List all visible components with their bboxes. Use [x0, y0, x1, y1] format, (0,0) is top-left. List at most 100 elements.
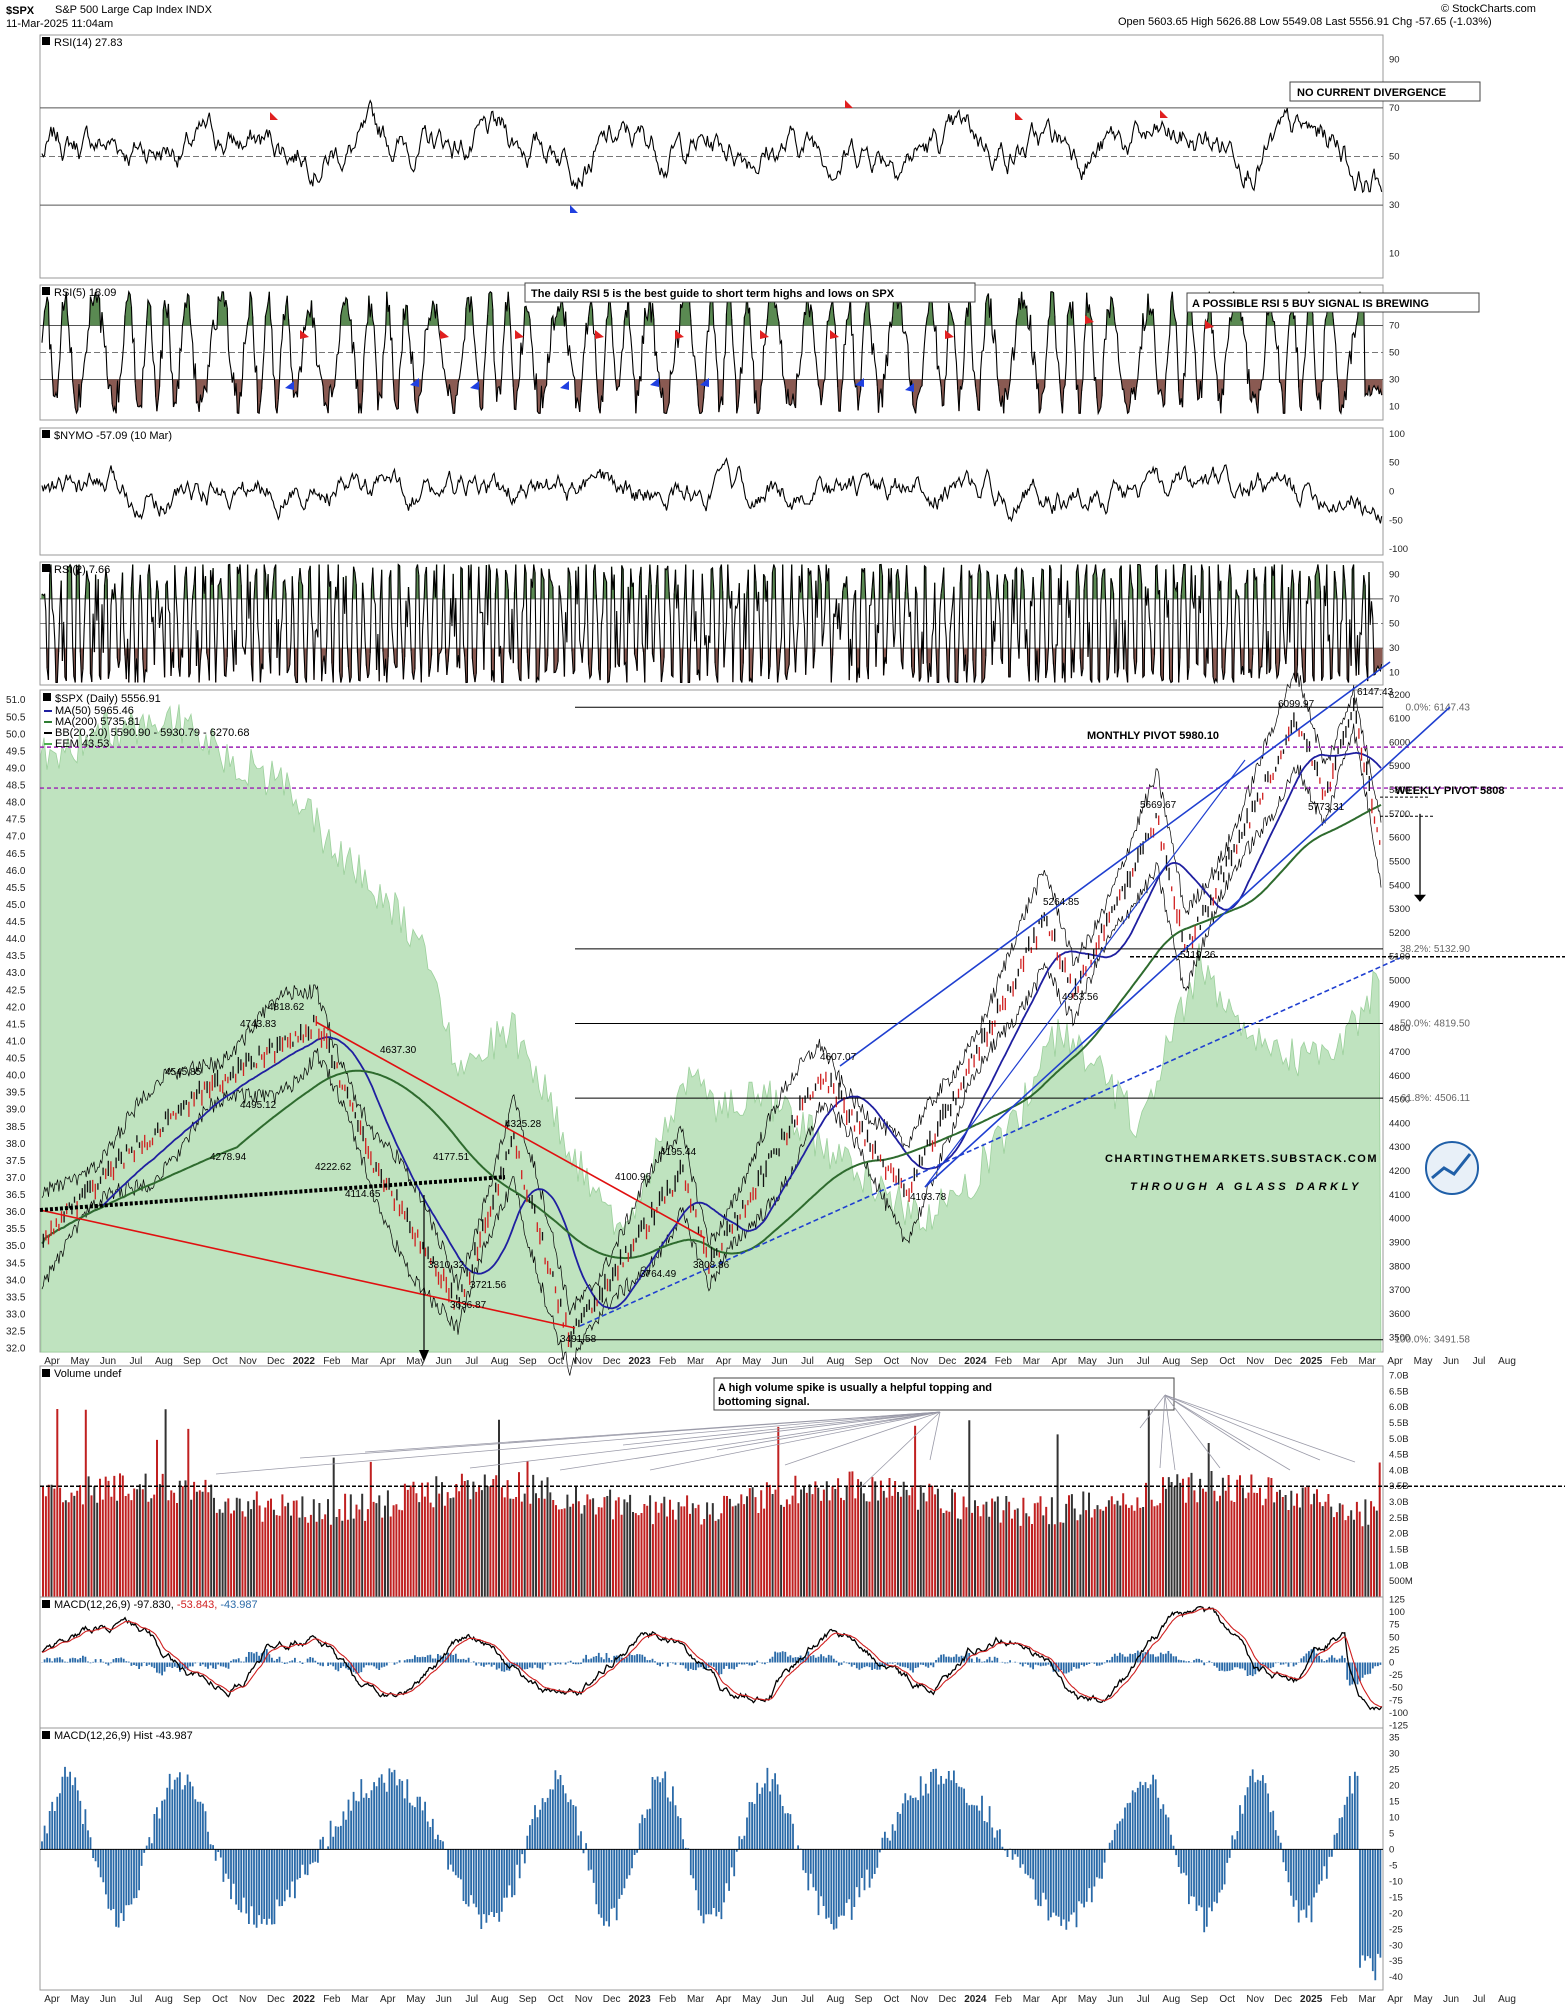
volume-note-line1: A high volume spike is usually a helpful… [718, 1382, 992, 1394]
month-tick: Jul [465, 1356, 478, 1367]
eem-tick: 36.0 [6, 1207, 26, 1218]
month-tick: Jun [436, 1356, 452, 1367]
price-tick: 5600 [1389, 833, 1410, 844]
price-tick: 4500 [1389, 1095, 1410, 1106]
month-tick: Dec [603, 1994, 621, 2005]
rsi14-annotation-text: NO CURRENT DIVERGENCE [1297, 87, 1446, 99]
copyright: © StockCharts.com [1441, 3, 1536, 15]
price-point-label: 5773.31 [1308, 802, 1345, 813]
rsi5-tick: 10 [1389, 402, 1400, 413]
red-trendline-upper [315, 1021, 706, 1239]
month-tick: 2024 [964, 1356, 987, 1367]
month-tick: Feb [1331, 1356, 1349, 1367]
fib-label: 0.0%: 6147.43 [1406, 702, 1471, 713]
hist-tick: 10 [1389, 1812, 1400, 1823]
price-point-label: 3721.56 [470, 1280, 507, 1291]
volume-spike-pointer [1159, 1394, 1166, 1469]
hist-tick: -25 [1389, 1924, 1403, 1935]
hist-tick: 30 [1389, 1749, 1400, 1760]
month-tick: Oct [884, 1356, 900, 1367]
rsi5-sell-arrow [1205, 320, 1214, 329]
price-point-label: 4114.65 [345, 1189, 381, 1200]
macd-tick: -50 [1389, 1683, 1403, 1694]
month-tick: Aug [491, 1356, 509, 1367]
legend-entry: EEM 43.53 [55, 738, 109, 750]
price-tick: 4400 [1389, 1118, 1410, 1129]
price-tick: 4200 [1389, 1166, 1410, 1177]
volume-spike-pointer [784, 1411, 941, 1466]
month-tick: Jul [130, 1356, 143, 1367]
month-tick: Oct [212, 1356, 228, 1367]
timestamp: 11-Mar-2025 11:04am [6, 18, 113, 30]
price-tick: 4300 [1389, 1142, 1410, 1153]
price-tick: 4900 [1389, 999, 1410, 1010]
volume-spike-pointer [716, 1411, 941, 1451]
volume-spike-pointer [1164, 1394, 1221, 1469]
rsi2-title-marker [42, 564, 50, 572]
price-tick: 6100 [1389, 714, 1410, 725]
price-point-label: 3764.49 [640, 1269, 677, 1280]
month-tick: 2025 [1300, 1994, 1323, 2005]
price-tick: 6200 [1389, 690, 1410, 701]
price-tick: 5500 [1389, 856, 1410, 867]
rsi5-buy-arrow [905, 383, 914, 392]
month-tick: Apr [1052, 1994, 1068, 2005]
hist-tick: 0 [1389, 1844, 1394, 1855]
volume-spike-pointer [1164, 1394, 1291, 1471]
rsi5-tick: 50 [1389, 348, 1400, 359]
rsi5-sell-arrow [1085, 315, 1094, 324]
price-point-label: 4195.44 [660, 1147, 697, 1158]
bollinger-lower [41, 723, 1382, 1376]
macd-tick: -100 [1389, 1708, 1408, 1719]
month-tick: Feb [1331, 1994, 1349, 2005]
month-tick: Aug [827, 1994, 845, 2005]
month-tick: Jun [771, 1356, 787, 1367]
price-point-label: 4545.85 [165, 1067, 202, 1078]
macd-title-part: -43.987 [217, 1599, 257, 1611]
hist-tick: -35 [1389, 1956, 1403, 1967]
month-tick: 2023 [628, 1356, 651, 1367]
volume-spike-pointer [1164, 1394, 1321, 1461]
month-tick: Aug [155, 1994, 173, 2005]
macd-signal-line [41, 1607, 1382, 1708]
rsi5-note-text: The daily RSI 5 is the best guide to sho… [531, 288, 895, 300]
pivot-label: WEEKLY PIVOT 5808 [1395, 785, 1504, 797]
rsi5-sell-arrow [830, 330, 839, 339]
watermark-logo-arrow-icon [1431, 1153, 1472, 1180]
eem-tick: 50.5 [6, 712, 26, 723]
red-trendline-lower [39, 1209, 576, 1329]
macd-line [41, 1605, 1383, 1711]
hist-title: MACD(12,26,9) Hist -43.987 [54, 1730, 193, 1742]
eem-tick: 48.0 [6, 798, 26, 809]
chart-header: $SPX S&P 500 Large Cap Index INDX 11-Mar-2… [6, 3, 1536, 30]
hist-tick: -15 [1389, 1892, 1403, 1903]
eem-tick: 49.0 [6, 763, 26, 774]
price-tick: 4800 [1389, 1023, 1410, 1034]
volume-tick: 6.5B [1389, 1386, 1409, 1397]
volume-bars-up [50, 1397, 1378, 1597]
vertical-marker-arrow [419, 1350, 429, 1362]
price-point-label: 4743.83 [240, 1019, 277, 1030]
eem-tick: 39.5 [6, 1088, 26, 1099]
month-tick: Aug [1498, 1356, 1516, 1367]
price-tick: 5000 [1389, 976, 1410, 987]
eem-tick: 41.5 [6, 1019, 26, 1030]
month-tick: Aug [827, 1356, 845, 1367]
price-point-label: 5264.85 [1043, 897, 1080, 908]
rsi2-title-text: RSI(2) 7.66 [54, 564, 110, 576]
macd-tick: -75 [1389, 1695, 1403, 1706]
blue-dashed-trendline [579, 957, 1401, 1327]
hist-tick: 15 [1389, 1796, 1400, 1807]
eem-tick: 38.5 [6, 1122, 26, 1133]
index-name: S&P 500 Large Cap Index INDX [55, 4, 213, 16]
month-tick: Sep [519, 1994, 537, 2005]
macd-tick: 75 [1389, 1620, 1400, 1631]
rsi2-tick: 90 [1389, 569, 1400, 580]
price-tick: 4700 [1389, 1047, 1410, 1058]
hist-tick: -40 [1389, 1972, 1403, 1983]
month-tick: Jun [100, 1356, 116, 1367]
rsi2-panel: 90 70 50 30 10 RSI(2) 7.66 [40, 563, 1400, 685]
eem-tick: 51.0 [6, 695, 26, 706]
